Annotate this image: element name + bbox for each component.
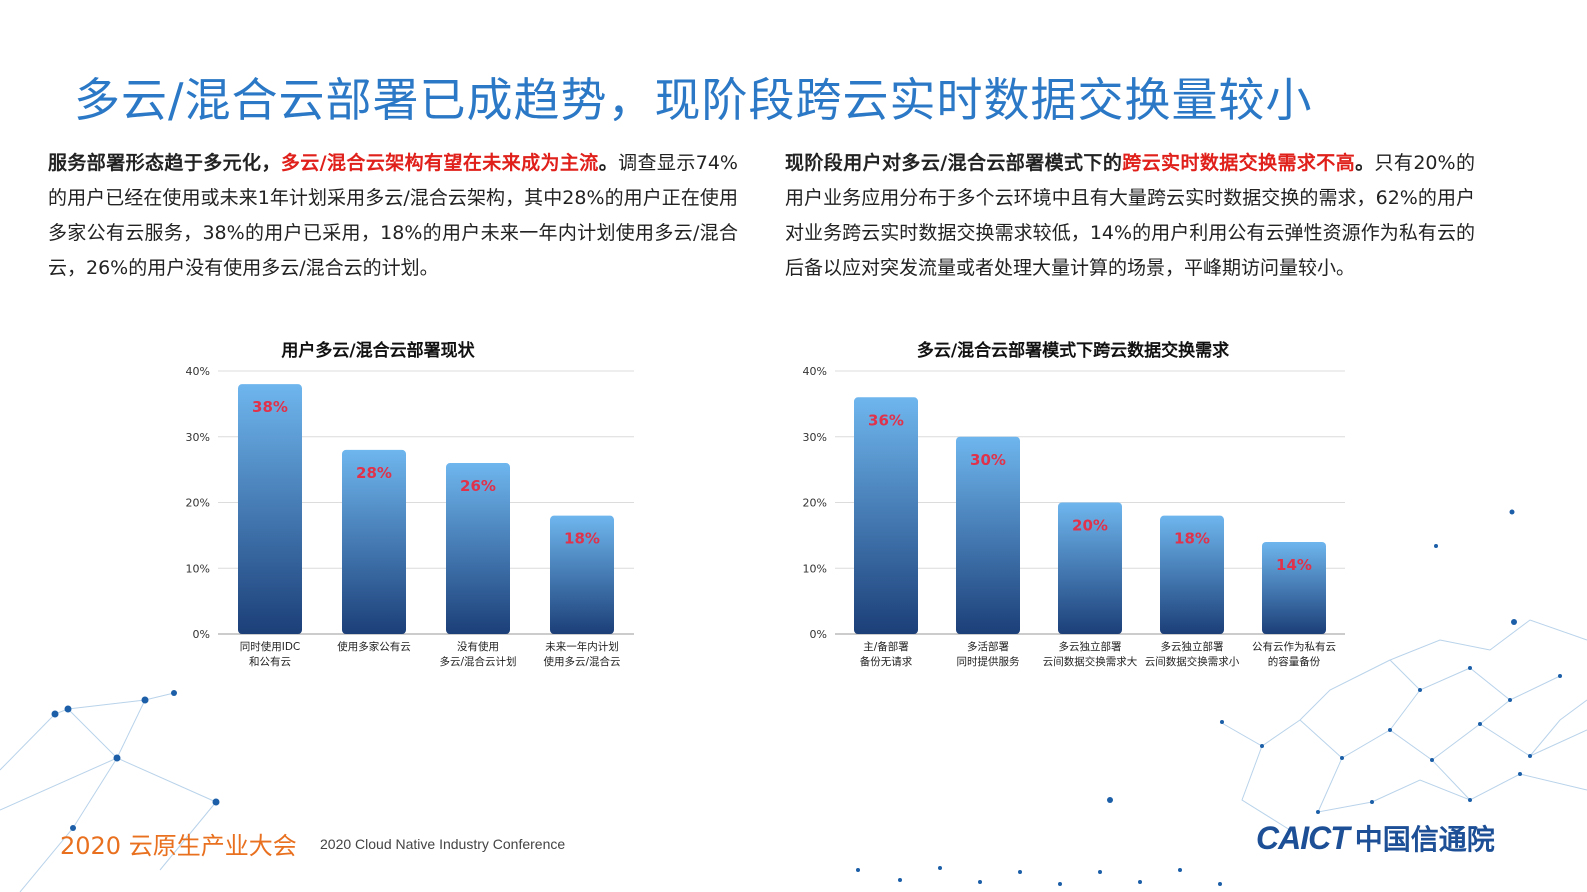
chart-deployment-status: 用户多云/混合云部署现状 0% 10% 20% 30% 40% 38% 同时使用IDC 和公有云… <box>160 330 660 684</box>
x-category-label: 公有云作为私有云 <box>1252 640 1336 653</box>
chart-data-exchange-demand: 多云/混合云部署模式下跨云数据交换需求 0% 10% 20% 30% 40% 36% 主/备部… <box>780 330 1360 684</box>
x-category-label: 多云独立部署 <box>1161 640 1224 653</box>
bar <box>956 436 1020 634</box>
bar <box>1058 502 1122 634</box>
left-bold-lead: 服务部署形态趋于多元化， <box>48 152 281 174</box>
bar-value-label: 28% <box>356 464 392 482</box>
caict-logo-cn: 中国信通院 <box>1354 823 1495 856</box>
caict-logo-text: CAICT <box>1256 820 1350 856</box>
bar-value-label: 18% <box>1174 530 1210 548</box>
bar <box>1262 541 1326 634</box>
x-category-label: 使用多云/混合云 <box>543 655 620 668</box>
bar <box>446 463 510 634</box>
x-category-label: 和公有云 <box>249 655 291 668</box>
y-tick-label: 0% <box>810 628 827 641</box>
y-tick-label: 20% <box>803 497 827 510</box>
left-paragraph: 服务部署形态趋于多元化，多云/混合云架构有望在未来成为主流。调查显示74%的用户… <box>48 146 738 286</box>
y-tick-label: 10% <box>803 562 827 575</box>
bar-value-label: 26% <box>460 477 496 495</box>
slide-title: 多云/混合云部署已成趋势，现阶段跨云实时数据交换量较小 <box>74 73 1313 127</box>
right-paragraph: 现阶段用户对多云/混合云部署模式下的跨云实时数据交换需求不高。只有20%的用户业… <box>785 146 1475 286</box>
x-category-label: 多活部署 <box>967 640 1009 653</box>
y-tick-label: 20% <box>186 497 210 510</box>
chart-data-exchange-demand-svg: 多云/混合云部署模式下跨云数据交换需求 0% 10% 20% 30% 40% 36% 主/备部… <box>803 340 1345 668</box>
x-category-label: 多云/混合云计划 <box>439 655 516 668</box>
footer-conference-cn: 2020 云原生产业大会 <box>60 832 297 860</box>
bar-value-label: 20% <box>1072 517 1108 535</box>
right-body: 只有20%的用户业务应用分布于多个云环境中且有大量跨云实时数据交换的需求，62%… <box>785 152 1475 279</box>
caict-logo: CAICT 中国信通院 <box>1256 818 1495 858</box>
right-bold-lead: 现阶段用户对多云/混合云部署模式下的 <box>785 152 1123 174</box>
y-tick-label: 30% <box>186 431 210 444</box>
x-category-label: 同时使用IDC <box>240 640 301 653</box>
left-bold-end: 。 <box>598 152 619 174</box>
bar-value-label: 18% <box>564 530 600 548</box>
bar-value-label: 38% <box>252 398 288 416</box>
bar <box>854 397 918 634</box>
x-category-label: 同时提供服务 <box>957 655 1020 668</box>
x-category-label: 云间数据交换需求小 <box>1145 655 1240 668</box>
chart-deployment-status-svg: 用户多云/混合云部署现状 0% 10% 20% 30% 40% 38% 同时使用IDC 和公有云… <box>186 340 634 668</box>
x-category-label: 的容量备份 <box>1268 655 1321 668</box>
bar <box>342 449 406 634</box>
y-tick-label: 40% <box>803 365 827 378</box>
y-tick-label: 30% <box>803 431 827 444</box>
y-tick-label: 40% <box>186 365 210 378</box>
y-tick-label: 0% <box>193 628 210 641</box>
x-category-label: 未来一年内计划 <box>545 640 619 653</box>
bar-value-label: 14% <box>1276 556 1312 574</box>
left-highlight: 多云/混合云架构有望在未来成为主流 <box>280 152 599 174</box>
x-category-label: 没有使用 <box>457 640 499 653</box>
x-category-label: 使用多家公有云 <box>337 640 411 653</box>
x-category-label: 备份无请求 <box>860 655 913 668</box>
right-highlight: 跨云实时数据交换需求不高 <box>1122 152 1356 174</box>
x-category-label: 主/备部署 <box>863 640 909 653</box>
right-bold-end: 。 <box>1355 152 1375 174</box>
chart-title: 用户多云/混合云部署现状 <box>281 340 475 361</box>
chart-title: 多云/混合云部署模式下跨云数据交换需求 <box>917 340 1229 361</box>
footer-conference-en: 2020 Cloud Native Industry Conference <box>320 836 566 852</box>
bar-value-label: 36% <box>868 411 904 429</box>
y-tick-label: 10% <box>186 562 210 575</box>
bar <box>238 384 302 634</box>
x-category-label: 云间数据交换需求大 <box>1043 655 1138 668</box>
bar-value-label: 30% <box>970 451 1006 469</box>
bar <box>550 515 614 634</box>
x-category-label: 多云独立部署 <box>1059 640 1122 653</box>
left-body: 调查显示74%的用户已经在使用或未来1年计划采用多云/混合云架构，其中28%的用… <box>48 152 738 279</box>
bar <box>1160 515 1224 634</box>
